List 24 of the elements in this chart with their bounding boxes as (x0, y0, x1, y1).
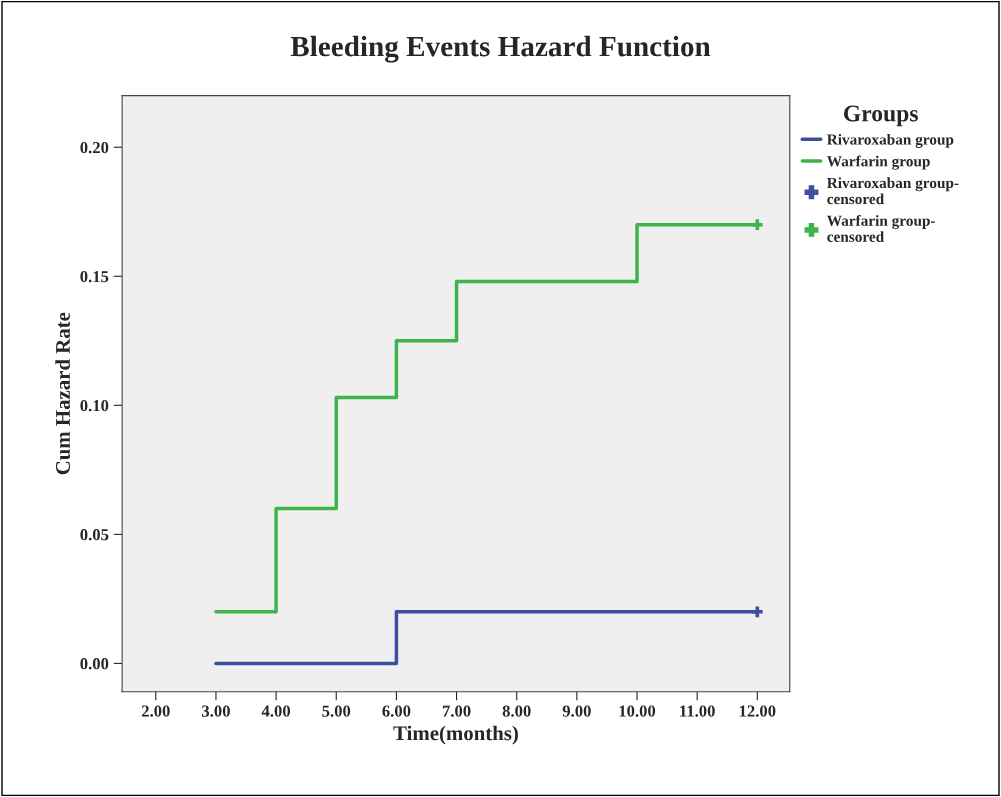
legend-label: Warfarin group- censored (826, 214, 935, 242)
y-tick-label: 0.15 (80, 270, 109, 283)
legend-label: Rivaroxaban group (827, 133, 954, 148)
y-axis-title: Cum Hazard Rate (55, 312, 71, 475)
x-tick-label: 6.00 (382, 705, 411, 717)
legend-label: Warfarin group (826, 155, 930, 170)
x-tick-label: 3.00 (202, 705, 230, 717)
y-tick-label: 0.00 (80, 658, 109, 670)
y-tick-label: 0.05 (80, 529, 109, 541)
x-tick-label: 8.00 (502, 705, 531, 717)
x-tick-label: 12.00 (739, 705, 776, 717)
x-tick-label: 11.00 (680, 705, 715, 717)
y-tick-label: 0.10 (80, 400, 109, 412)
x-tick-label: 5.00 (322, 705, 351, 717)
x-tick-label: 7.00 (442, 705, 471, 717)
chart-title: Bleeding Events Hazard Function (290, 35, 711, 63)
legend-label: Rivaroxaban group- censored (827, 177, 959, 205)
x-tick-label: 2.00 (141, 705, 170, 717)
x-tick-label: 9.00 (562, 705, 591, 717)
y-tick-label: 0.20 (80, 141, 109, 154)
legend-title: Groups (843, 105, 918, 127)
x-tick-label: 4.00 (261, 705, 291, 717)
x-axis-title: Time(months) (393, 725, 518, 745)
x-tick-label: 10.00 (619, 705, 656, 717)
